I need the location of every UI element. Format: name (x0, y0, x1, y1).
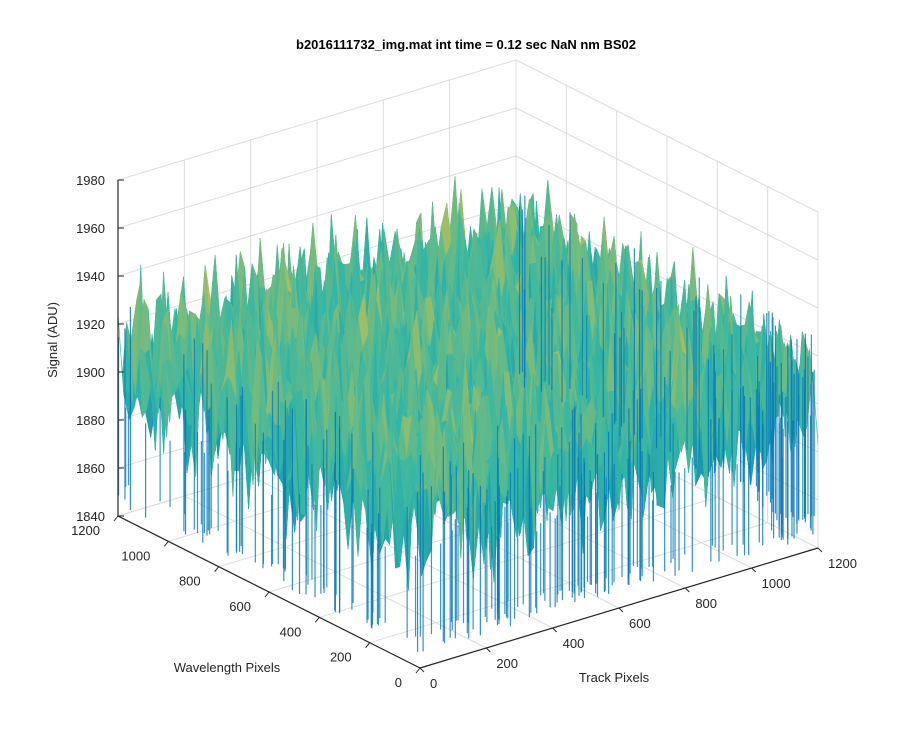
grid-line (117, 155, 517, 277)
grid-line (515, 59, 819, 213)
grid-line (515, 155, 819, 309)
grid-line (117, 107, 517, 229)
surface-mesh (117, 176, 819, 653)
grid-line (117, 59, 517, 181)
grid-line (369, 522, 768, 644)
grid-line (515, 107, 819, 261)
